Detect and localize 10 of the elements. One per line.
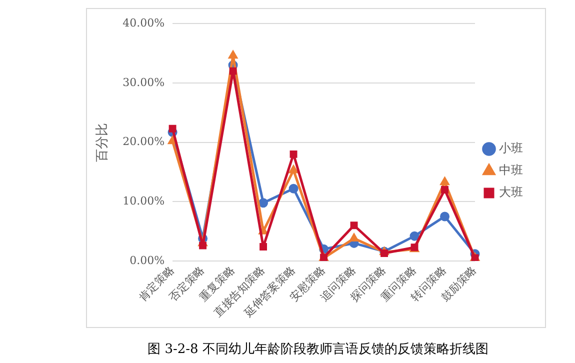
legend-label: 中班 [499, 163, 523, 178]
y-tick-label: 30.00% [122, 76, 165, 89]
legend-label: 大班 [499, 185, 523, 200]
y-tick-label: 0.00% [130, 254, 165, 267]
y-tick-label: 10.00% [122, 194, 165, 208]
y-tick-label: 20.00% [122, 135, 165, 148]
text: 图 3-2-8 不同幼儿年龄阶段教师言语反馈的反馈策略折线图 [146, 341, 490, 358]
y-axis-title: 百分比 [95, 122, 110, 162]
legend-label: 小班 [499, 141, 523, 156]
y-tick-label: 40.00% [122, 16, 165, 30]
